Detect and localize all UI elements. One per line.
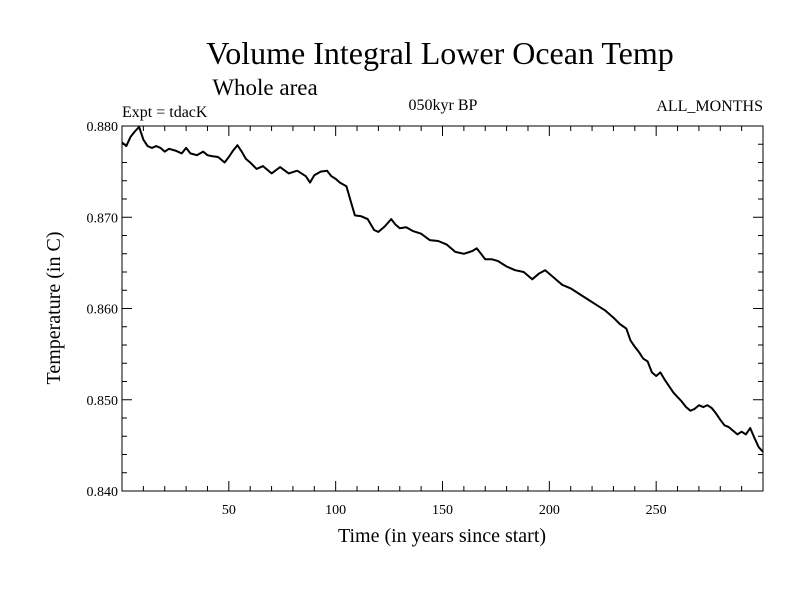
y-axis-ticks	[122, 143, 763, 474]
y-axis-tick-labels: 0.840 0.850 0.860 0.870 0.880	[87, 120, 119, 500]
y-tick-label: 0.870	[87, 211, 119, 226]
x-axis-ticks	[142, 126, 743, 491]
y-tick-label: 0.840	[87, 485, 119, 500]
chart-title: Volume Integral Lower Ocean Temp	[206, 35, 674, 71]
experiment-label: Expt = tdacK	[122, 104, 208, 121]
series-line	[121, 125, 764, 453]
plot-frame	[121, 125, 764, 492]
chart-subtitle: Whole area	[212, 75, 317, 100]
y-tick-label: 0.880	[87, 120, 119, 135]
x-tick-label: 50	[222, 503, 236, 518]
x-tick-label: 100	[325, 503, 346, 518]
y-tick-label: 0.850	[87, 394, 119, 409]
y-axis-label: Temperature (in C)	[43, 232, 65, 385]
x-tick-label: 250	[646, 503, 667, 518]
x-axis-tick-labels: 50 100 150 200 250	[222, 503, 667, 518]
months-label: ALL_MONTHS	[656, 98, 763, 115]
x-tick-label: 150	[432, 503, 453, 518]
period-label: 050kyr BP	[409, 97, 478, 114]
x-tick-label: 200	[539, 503, 560, 518]
x-axis-label: Time (in years since start)	[338, 525, 546, 547]
y-tick-label: 0.860	[87, 303, 119, 318]
